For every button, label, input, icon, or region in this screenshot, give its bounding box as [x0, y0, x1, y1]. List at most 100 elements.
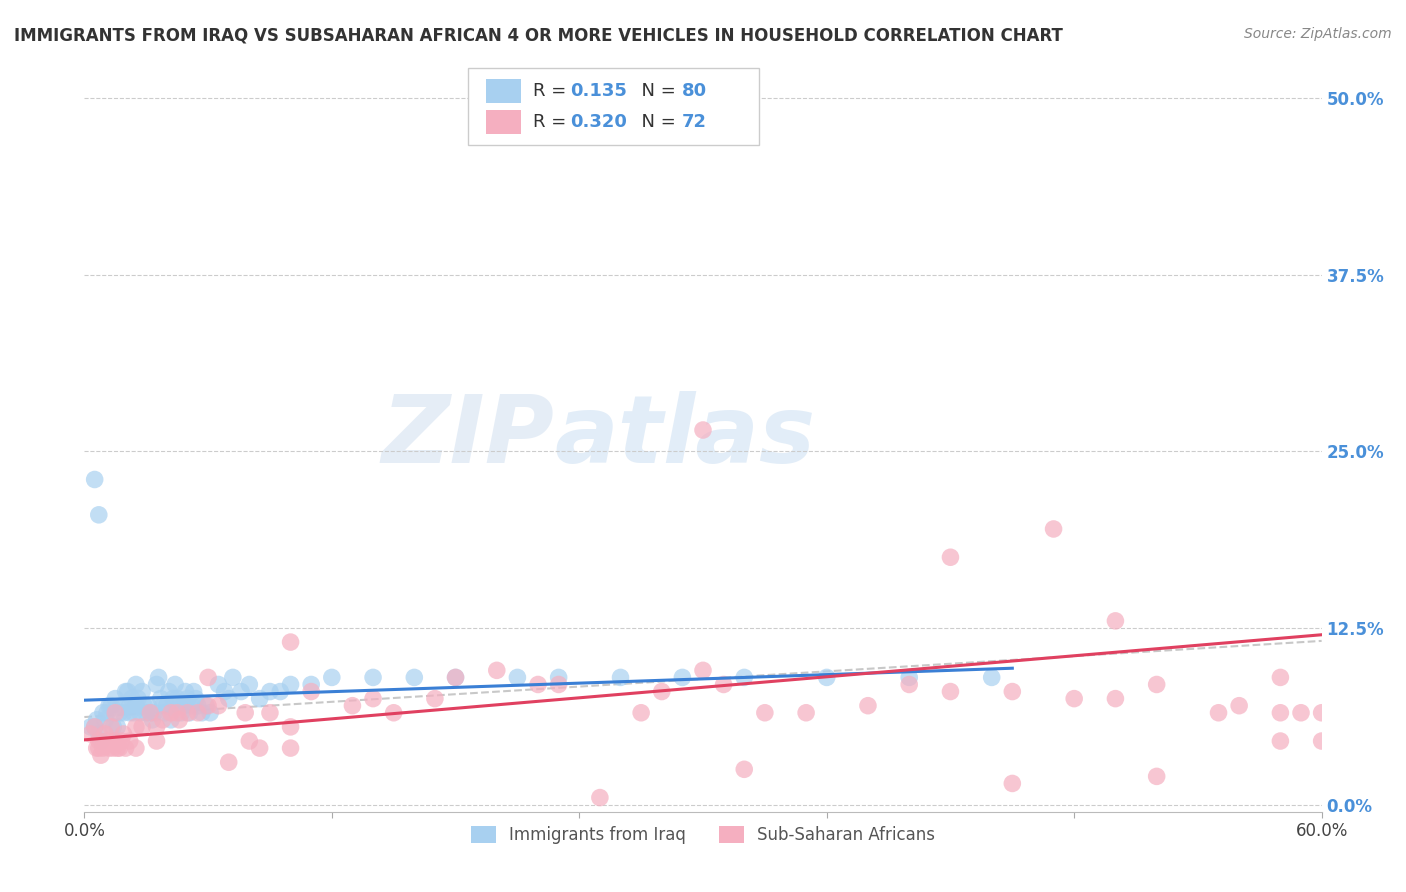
Point [1146, 769, 1168, 783]
Point [125, 741, 148, 756]
Point [382, 706, 405, 720]
Point [135, 706, 157, 720]
Point [139, 706, 162, 720]
Point [179, 706, 201, 720]
Point [136, 698, 159, 713]
Point [280, 635, 302, 649]
Point [233, 706, 256, 720]
Text: 80: 80 [682, 82, 707, 100]
Point [898, 670, 921, 684]
Point [214, 684, 236, 698]
Point [145, 734, 167, 748]
Point [91, 741, 114, 756]
Point [444, 670, 467, 684]
Point [125, 720, 148, 734]
Point [122, 706, 145, 720]
Point [139, 706, 162, 720]
Point [104, 706, 127, 720]
Point [108, 741, 131, 756]
Point [259, 684, 281, 698]
Point [114, 684, 136, 698]
Point [794, 706, 817, 720]
Point [108, 706, 131, 720]
Point [112, 706, 135, 720]
Point [94, 713, 117, 727]
Point [83, 473, 105, 487]
Point [105, 741, 128, 756]
Point [939, 550, 962, 565]
Point [86, 741, 108, 756]
Point [98, 698, 121, 713]
Point [1310, 706, 1333, 720]
Point [1146, 677, 1168, 691]
Point [269, 684, 291, 698]
Point [118, 734, 141, 748]
Point [153, 706, 176, 720]
Point [79, 720, 101, 734]
Point [713, 677, 735, 691]
Point [105, 720, 128, 734]
Point [112, 727, 135, 741]
Point [1063, 691, 1085, 706]
Point [134, 698, 156, 713]
Point [361, 691, 384, 706]
Point [1289, 706, 1312, 720]
Point [207, 677, 229, 691]
Point [148, 670, 170, 684]
Text: atlas: atlas [554, 391, 815, 483]
Point [187, 698, 209, 713]
Point [118, 706, 141, 720]
Point [176, 691, 198, 706]
Point [87, 741, 110, 756]
Point [174, 684, 197, 698]
Point [104, 734, 127, 748]
Point [249, 691, 271, 706]
Point [733, 670, 755, 684]
Point [152, 698, 174, 713]
Point [898, 677, 921, 691]
Point [96, 734, 118, 748]
Point [238, 734, 260, 748]
Point [145, 677, 167, 691]
Text: N =: N = [630, 112, 682, 131]
Point [980, 670, 1002, 684]
Point [527, 677, 550, 691]
Point [361, 670, 384, 684]
Point [129, 706, 152, 720]
Point [167, 713, 190, 727]
Text: 0.135: 0.135 [571, 82, 627, 100]
Point [149, 691, 172, 706]
Text: IMMIGRANTS FROM IRAQ VS SUBSAHARAN AFRICAN 4 OR MORE VEHICLES IN HOUSEHOLD CORRE: IMMIGRANTS FROM IRAQ VS SUBSAHARAN AFRIC… [14, 27, 1063, 45]
Point [100, 720, 122, 734]
Point [589, 790, 612, 805]
Point [145, 720, 167, 734]
Point [131, 684, 153, 698]
FancyBboxPatch shape [486, 110, 522, 134]
Point [172, 698, 194, 713]
Point [87, 734, 110, 748]
Point [259, 706, 281, 720]
Point [184, 691, 207, 706]
Point [90, 748, 112, 763]
Text: N =: N = [630, 82, 682, 100]
Point [249, 741, 271, 756]
Point [94, 727, 117, 741]
Point [207, 698, 229, 713]
Point [131, 720, 153, 734]
Point [160, 706, 183, 720]
Point [856, 698, 879, 713]
Point [1104, 691, 1126, 706]
Point [125, 677, 148, 691]
Point [815, 670, 838, 684]
Point [98, 741, 121, 756]
Point [1310, 734, 1333, 748]
Point [117, 684, 139, 698]
Point [121, 691, 143, 706]
Point [167, 698, 190, 713]
FancyBboxPatch shape [468, 69, 759, 145]
Point [91, 706, 114, 720]
Point [280, 677, 302, 691]
Point [692, 423, 714, 437]
Point [1208, 706, 1230, 720]
Text: ZIP: ZIP [381, 391, 554, 483]
